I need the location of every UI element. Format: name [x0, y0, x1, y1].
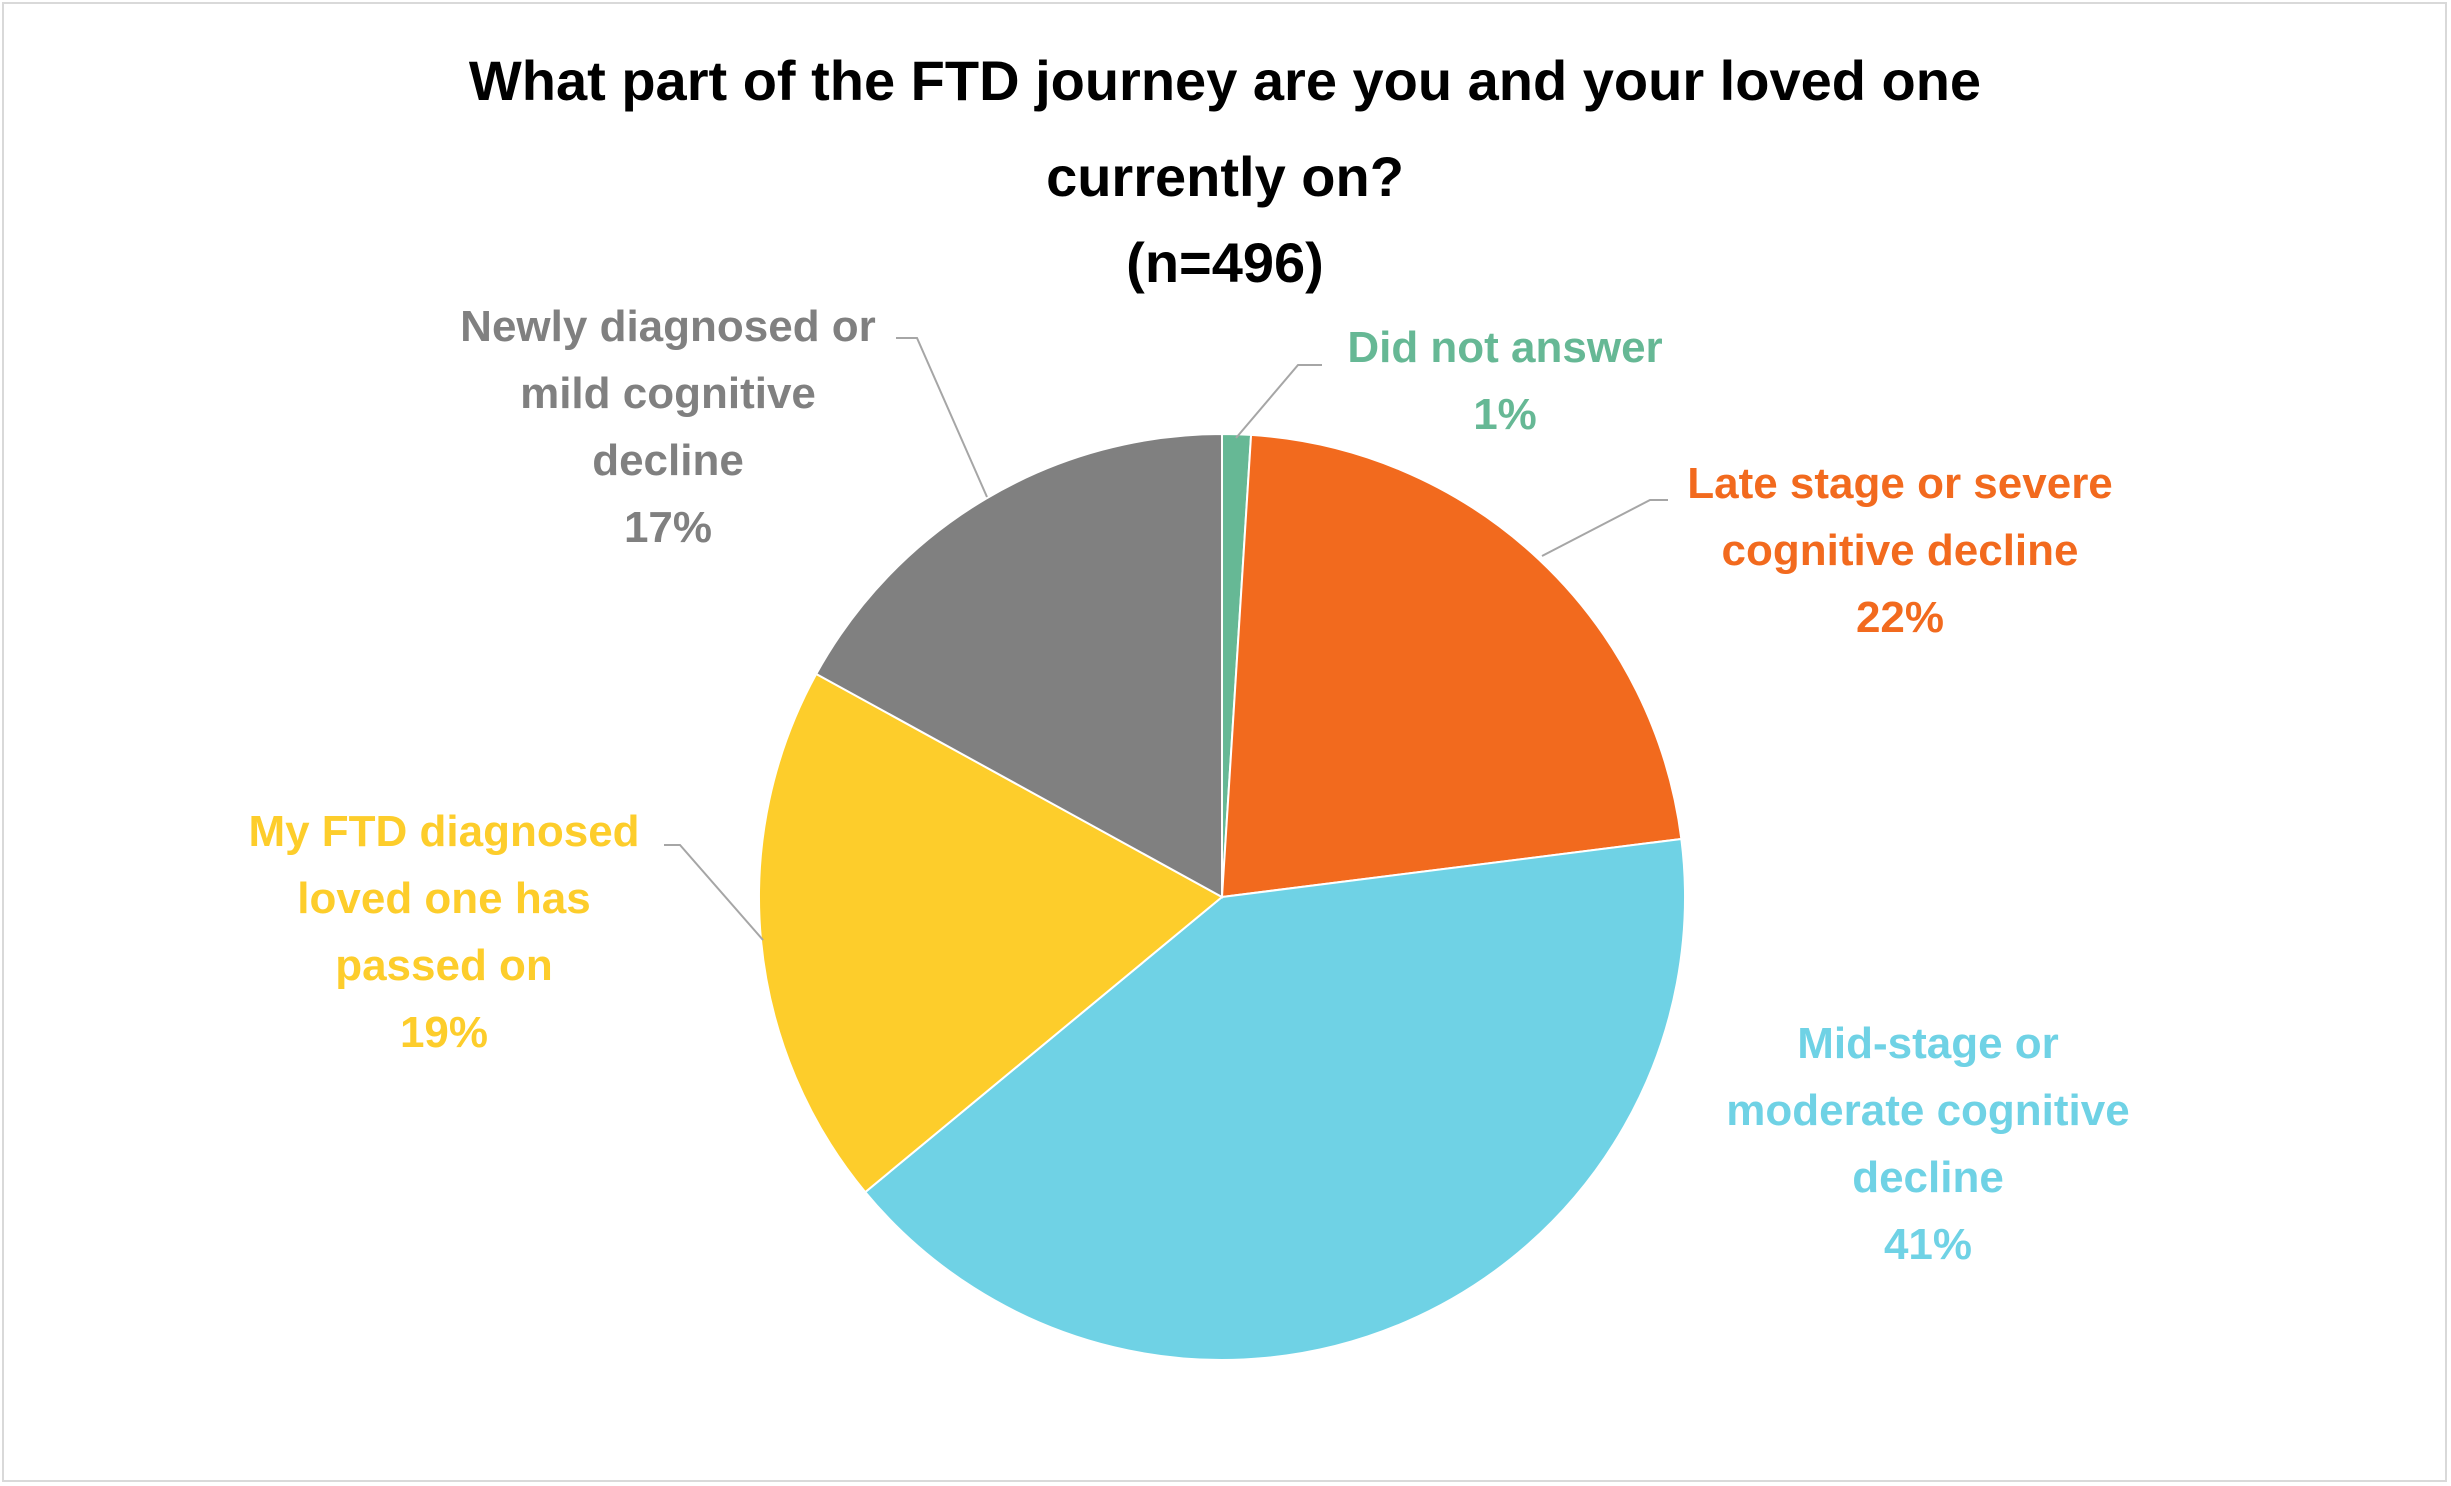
data-label-category: moderate cognitive	[1726, 1086, 2129, 1135]
data-label-category: decline	[592, 436, 744, 485]
chart-title-line-1: What part of the FTD journey are you and…	[469, 49, 1981, 112]
leader-line-did-not-answer	[1235, 364, 1322, 439]
data-label-value: 17%	[624, 503, 712, 552]
chart-title: What part of the FTD journey are you and…	[469, 49, 1981, 294]
chart-title-line-3: (n=496)	[1126, 231, 1324, 294]
data-label-newly-diagnosed-or-mild-cognitive-decline: Newly diagnosed or mild cognitive decline 1…	[460, 302, 876, 552]
leader-line-newly-diagnosed-or-mild-cognitive-decline	[896, 337, 988, 498]
pie-slice-late-stage-or-severe-cognitive-decline	[1220, 433, 1683, 899]
data-label-category: Mid-stage or	[1797, 1019, 2059, 1068]
leader-line-late-stage-or-severe-cognitive-decline	[1541, 499, 1668, 557]
leader-line-my-ftd-diagnosed-loved-one-has-passed-on	[664, 844, 764, 941]
data-label-category: loved one has	[297, 874, 590, 923]
data-label-value: 41%	[1884, 1220, 1972, 1269]
data-label-value: 1%	[1473, 390, 1537, 439]
leader-lines	[664, 337, 1668, 941]
data-label-category: mild cognitive	[520, 369, 816, 418]
data-label-category: Newly diagnosed or	[460, 302, 876, 351]
data-label-value: 19%	[400, 1008, 488, 1057]
pie-slice-mid-stage-or-moderate-cognitive-decline	[863, 837, 1686, 1361]
pie-slices	[758, 432, 1686, 1361]
data-label-category: Did not answer	[1347, 323, 1662, 372]
data-label-value: 22%	[1856, 593, 1944, 642]
data-label-category: Late stage or severe	[1687, 459, 2113, 508]
pie-slice-my-ftd-diagnosed-loved-one-has-passed-on	[758, 672, 1224, 1194]
data-label-category: cognitive decline	[1722, 526, 2079, 575]
data-label-late-stage-or-severe-cognitive-decline: Late stage or severe cognitive decline 22%	[1687, 459, 2113, 642]
data-label-category: passed on	[335, 941, 553, 990]
slice-labels: Did not answer 1% Late stage or severe cogn…	[248, 302, 2129, 1269]
data-label-category: My FTD diagnosed	[248, 807, 639, 856]
data-label-category: decline	[1852, 1153, 2004, 1202]
data-label-did-not-answer: Did not answer 1%	[1347, 323, 1662, 439]
pie-slice-newly-diagnosed-or-mild-cognitive-decline	[814, 432, 1223, 899]
data-label-my-ftd-diagnosed-loved-one-has-passed-on: My FTD diagnosed loved one has passed on 19…	[248, 807, 639, 1057]
data-label-mid-stage-or-moderate-cognitive-decline: Mid-stage or moderate cognitive decline 41%	[1726, 1019, 2129, 1269]
chart-title-line-2: currently on?	[1046, 145, 1404, 208]
